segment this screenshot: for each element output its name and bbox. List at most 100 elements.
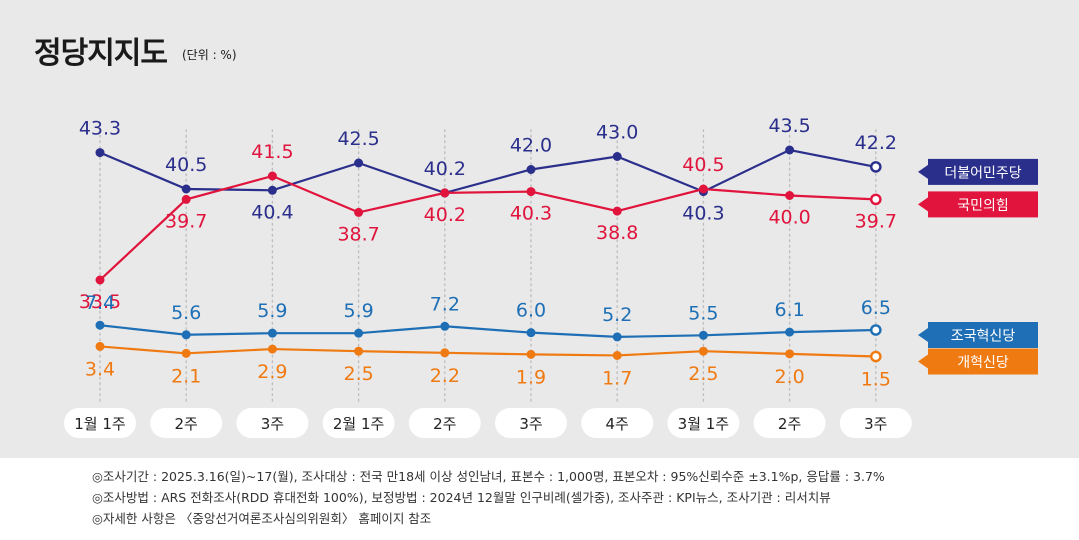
- series-line: [99, 174, 876, 281]
- tick-label: 4주: [606, 415, 629, 433]
- data-label: 40.3: [682, 203, 724, 225]
- chart-panel: 43.3 40.5 40.4 42.5 40.2 42.0 43.0 40.3 43.5 42.2…: [0, 0, 1079, 458]
- data-point: [181, 194, 191, 204]
- data-label: 40.5: [165, 154, 207, 176]
- data-label: 42.0: [510, 135, 552, 157]
- data-label: 5.6: [171, 302, 201, 324]
- data-label: 2.5: [343, 363, 373, 385]
- category-pill: [495, 408, 567, 438]
- series-line: [99, 324, 876, 338]
- data-label: 39.7: [855, 210, 897, 232]
- legend-box: [928, 348, 1038, 375]
- data-label: 6.1: [774, 299, 804, 321]
- legend-pointer: [918, 197, 928, 212]
- data-point: [181, 348, 191, 358]
- data-label: 40.0: [768, 207, 810, 229]
- legend-pointer: [918, 354, 928, 369]
- data-point: [354, 207, 364, 217]
- series-line: [99, 345, 876, 358]
- data-point: [354, 346, 364, 356]
- category-pill: [150, 408, 223, 438]
- data-label: 42.2: [855, 132, 897, 154]
- legend-box: [928, 322, 1038, 348]
- data-label: 2.0: [774, 366, 804, 388]
- guide-lines: [99, 129, 877, 406]
- data-label: 5.5: [688, 302, 718, 324]
- data-point: [785, 191, 795, 200]
- data-point: [612, 152, 622, 161]
- data-point: [95, 341, 105, 351]
- series-line: [99, 148, 877, 195]
- category-pill: [322, 408, 395, 438]
- legend-label: 조국혁신당: [951, 329, 1016, 345]
- data-point: [267, 185, 277, 195]
- tick-label: 1월 1주: [74, 415, 125, 433]
- data-point: [95, 275, 105, 285]
- data-point: [267, 171, 277, 181]
- data-label: 2.9: [257, 361, 287, 383]
- data-point: [870, 161, 882, 173]
- survey-note-method: ◎조사방법 : ARS 전화조사(RDD 휴대전화 100%), 보정방법 : …: [92, 490, 831, 505]
- series-3: 3.4 2.1 2.9 2.5 2.2 1.9 1.7 2.5 2.0 1.5: [85, 341, 891, 391]
- data-label: 38.8: [596, 222, 638, 244]
- data-point: [870, 324, 882, 336]
- data-label: 1.7: [602, 367, 632, 389]
- data-label: 43.3: [79, 118, 121, 140]
- data-point: [698, 346, 708, 356]
- legend-item: 국민의힘: [918, 191, 1038, 218]
- data-point: [870, 350, 882, 363]
- data-point: [870, 193, 882, 206]
- data-point: [612, 206, 622, 216]
- data-label: 38.7: [337, 223, 379, 245]
- data-point: [526, 349, 536, 359]
- data-point: [785, 145, 795, 155]
- category-pill: [753, 408, 826, 438]
- data-label: 3.4: [85, 358, 115, 380]
- data-point: [612, 332, 622, 342]
- data-label: 5.9: [343, 300, 373, 322]
- data-point: [267, 344, 277, 354]
- tick-label: 3주: [519, 415, 542, 433]
- data-point: [526, 328, 536, 338]
- data-label: 40.5: [682, 154, 724, 176]
- category-pill: [839, 408, 912, 438]
- chart-unit: (단위 : %): [182, 48, 237, 62]
- data-label: 5.9: [257, 300, 287, 322]
- data-point: [526, 187, 536, 197]
- legend-label: 더불어민주당: [944, 165, 1021, 181]
- data-point: [785, 327, 795, 337]
- data-label: 6.5: [861, 297, 891, 319]
- category-pill: [408, 408, 481, 438]
- legend-box: [928, 191, 1038, 218]
- data-label: 1.5: [861, 369, 891, 391]
- category-pill: [581, 408, 654, 438]
- data-point: [440, 348, 450, 358]
- data-label: 42.5: [337, 128, 379, 150]
- legend-label: 개혁신당: [957, 355, 1009, 371]
- data-label: 39.7: [165, 210, 207, 232]
- line-chart: 43.3 40.5 40.4 42.5 40.2 42.0 43.0 40.3 43.5 42.2…: [64, 115, 1038, 438]
- data-label: 41.5: [251, 141, 293, 163]
- category-pill: [64, 408, 136, 438]
- series-0: 43.3 40.5 40.4 42.5 40.2 42.0 43.0 40.3 43.5 42.2: [79, 115, 897, 225]
- data-point: [612, 350, 622, 360]
- data-label: 40.2: [424, 204, 466, 226]
- survey-notes: ◎조사기간 : 2025.3.16(일)~17(월), 조사대상 : 전국 만1…: [92, 466, 885, 529]
- series-2: 7.4 5.6 5.9 5.9 7.2 6.0 5.2 5.5 6.1 6.5: [85, 292, 891, 342]
- data-point: [440, 321, 450, 331]
- x-axis-labels: 1월 1주 2주 3주 2월 1주 2주 3주 4주 3월 1주 2주 3주: [64, 408, 912, 438]
- chart-title: 정당지지도: [34, 36, 168, 71]
- legend-item: 더불어민주당: [918, 158, 1038, 185]
- data-point: [95, 148, 105, 158]
- category-pill: [667, 408, 740, 438]
- data-label: 40.4: [251, 201, 293, 223]
- data-point: [785, 349, 795, 359]
- legend-label: 국민의힘: [957, 198, 1009, 214]
- data-point: [698, 184, 708, 194]
- data-point: [95, 320, 105, 330]
- category-pill: [236, 408, 309, 438]
- data-label: 2.5: [688, 363, 718, 385]
- legend-item: 조국혁신당: [918, 322, 1038, 348]
- data-label: 5.2: [602, 304, 632, 326]
